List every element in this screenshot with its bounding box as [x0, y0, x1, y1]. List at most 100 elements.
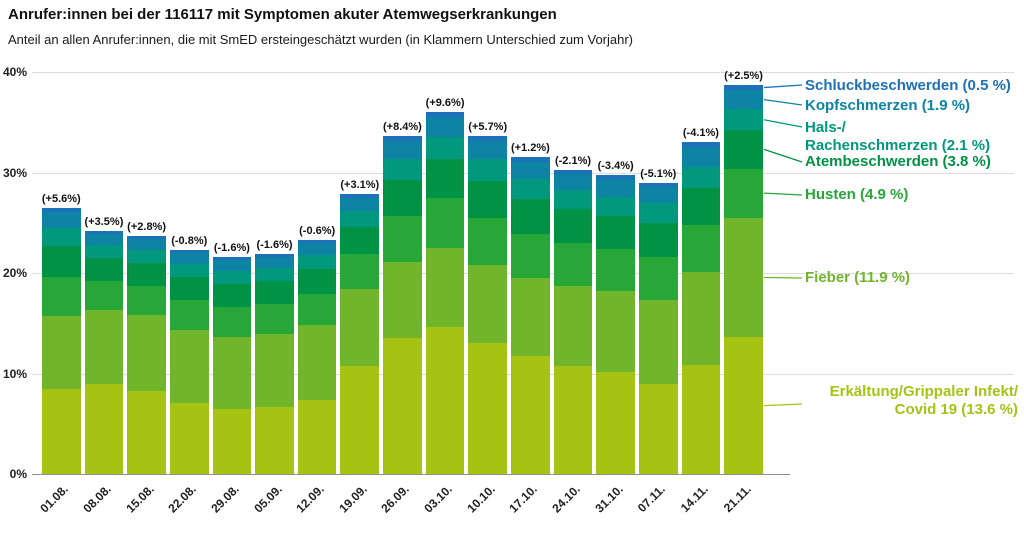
- bar-segment-fieber: [383, 261, 422, 339]
- bar-segment-hals-rachenschmerzen: [297, 254, 337, 270]
- bar-segment-hals-rachenschmerzen: [511, 178, 550, 199]
- bar-segment-atembeschwerden: [383, 179, 422, 216]
- bar-segment-fieber: [425, 247, 465, 328]
- bar-segment-kopfschmerzen: [212, 259, 252, 272]
- bar-segment-husten: [127, 286, 166, 316]
- bar-segment-husten: [596, 248, 635, 292]
- bar-segment-erkaeltung-covid19: [425, 327, 465, 474]
- x-axis-label: 29.08.: [208, 482, 242, 516]
- bar-slot-29-08: (-1.6%) 29.08.: [208, 72, 252, 515]
- bar-stack: [255, 253, 294, 474]
- bar-segment-erkaeltung-covid19: [553, 366, 593, 474]
- bar-segment-schluckbeschwerden: [169, 249, 209, 253]
- bar-segment-erkaeltung-covid19: [42, 388, 81, 474]
- bar-segment-kopfschmerzen: [255, 256, 294, 268]
- bar-segment-fieber: [511, 278, 550, 357]
- bar-segment-husten: [724, 168, 763, 218]
- bar-stack: [511, 157, 550, 474]
- bar-segment-kopfschmerzen: [425, 117, 465, 138]
- leader-line-kopfschmerzen: [763, 98, 803, 106]
- x-axis-label: 15.08.: [122, 482, 157, 516]
- bar-segment-schluckbeschwerden: [511, 157, 550, 163]
- bar-segment-atembeschwerden: [425, 159, 465, 198]
- legend-label-line: Hals-/: [805, 119, 846, 136]
- bar-stack: [724, 85, 763, 474]
- bar-segment-husten: [383, 215, 422, 262]
- x-axis-line: [32, 474, 790, 475]
- x-axis-label: 19.09.: [336, 482, 370, 516]
- bar-segment-fieber: [169, 330, 209, 403]
- bar-yoy-annotation: (-5.1%): [640, 167, 677, 180]
- x-axis-label: 01.08.: [37, 482, 72, 516]
- bar-stack: [297, 239, 337, 474]
- bar-yoy-annotation: (-1.6%): [213, 241, 250, 254]
- bar-segment-husten: [638, 256, 678, 301]
- bar-segment-schluckbeschwerden: [681, 142, 721, 148]
- y-tick-label: 0%: [9, 467, 27, 481]
- bar-segment-husten: [84, 281, 124, 311]
- bar-segment-schluckbeschwerden: [297, 239, 337, 243]
- bar-slot-05-09: (-1.6%) 05.09.: [251, 72, 294, 515]
- bar-segment-atembeschwerden: [511, 198, 550, 234]
- bar-segment-atembeschwerden: [340, 226, 380, 254]
- leader-line-husten: [763, 192, 803, 196]
- x-axis-label: 31.10.: [592, 482, 626, 516]
- legend-label-line: Fieber (11.9 %): [805, 269, 911, 286]
- bar-segment-fieber: [212, 337, 252, 409]
- bar-segment-husten: [511, 233, 550, 279]
- x-axis-label: 12.09.: [293, 482, 328, 516]
- bar-slot-21-11: (+2.5%) 21.11.: [720, 70, 763, 515]
- bar-segment-kopfschmerzen: [553, 173, 593, 190]
- bar-slot-03-10: (+9.6%) 03.10.: [421, 72, 465, 515]
- bars-row: (+5.6%) 01.08. (+3.5%) 08.08. (+2.8%) 15.08. (…: [38, 70, 763, 516]
- x-axis-label: 08.08.: [80, 482, 114, 516]
- legend-item-erkaeltung-covid19: Erkältung/Grippaler Infekt/Covid 19 (13.…: [805, 383, 1018, 419]
- x-axis-label: 03.10.: [421, 482, 455, 516]
- bar-segment-kopfschmerzen: [638, 186, 678, 203]
- chart-subtitle: Anteil an allen Anrufer:innen, die mit S…: [8, 32, 634, 47]
- bar-segment-schluckbeschwerden: [42, 207, 81, 212]
- bar-yoy-annotation: (+2.8%): [127, 220, 167, 233]
- bar-segment-schluckbeschwerden: [84, 230, 124, 234]
- bar-segment-hals-rachenschmerzen: [383, 159, 422, 180]
- bar-slot-01-08: (+5.6%) 01.08.: [38, 72, 81, 516]
- x-axis-label: 14.11.: [677, 482, 711, 516]
- bar-slot-10-10: (+5.7%) 10.10.: [464, 72, 508, 515]
- bar-segment-erkaeltung-covid19: [255, 406, 294, 474]
- bar-yoy-annotation: (-1.6%): [256, 238, 293, 251]
- bar-slot-07-11: (-5.1%) 07.11.: [635, 72, 678, 515]
- bar-segment-husten: [681, 224, 721, 273]
- bar-segment-erkaeltung-covid19: [596, 371, 635, 474]
- legend-item-atembeschwerden: Atembeschwerden (3.8 %): [805, 153, 1020, 171]
- bar-segment-atembeschwerden: [42, 245, 81, 278]
- bar-yoy-annotation: (+9.6%): [425, 97, 465, 110]
- bar-yoy-annotation: (+5.7%): [468, 121, 508, 134]
- x-axis-label: 07.11.: [635, 482, 669, 516]
- bar-segment-husten: [425, 197, 465, 248]
- bar-segment-hals-rachenschmerzen: [340, 210, 380, 227]
- legend-item-kopfschmerzen: Kopfschmerzen (1.9 %): [805, 97, 1020, 115]
- bar-segment-hals-rachenschmerzen: [681, 166, 721, 188]
- legend-label-line: Kopfschmerzen (1.9 %): [805, 97, 971, 114]
- bar-segment-fieber: [724, 217, 763, 338]
- legend-label-line: Schluckbeschwerden (0.5 %): [805, 77, 1011, 94]
- bar-slot-22-08: (-0.8%) 22.08.: [166, 72, 209, 515]
- bar-segment-hals-rachenschmerzen: [169, 263, 209, 278]
- bar-segment-schluckbeschwerden: [425, 112, 465, 118]
- bar-segment-hals-rachenschmerzen: [553, 189, 593, 209]
- bar-segment-kopfschmerzen: [468, 141, 508, 160]
- leader-line-erkaeltung-covid19: [763, 403, 803, 407]
- legend-label-line: Erkältung/Grippaler Infekt/: [829, 383, 1018, 400]
- bar-segment-fieber: [297, 325, 337, 400]
- legend-label-line: Atembeschwerden (3.8 %): [805, 153, 991, 170]
- bar-segment-husten: [340, 253, 380, 290]
- bar-segment-fieber: [84, 310, 124, 384]
- x-axis-label: 26.09.: [378, 482, 413, 516]
- bar-segment-husten: [212, 307, 252, 338]
- bar-segment-erkaeltung-covid19: [340, 366, 380, 474]
- bar-segment-husten: [42, 277, 81, 317]
- bar-yoy-annotation: (+3.5%): [84, 215, 124, 228]
- bar-segment-schluckbeschwerden: [468, 136, 508, 142]
- legend-item-hals-rachenschmerzen: Hals-/Rachenschmerzen (2.1 %): [805, 119, 1020, 155]
